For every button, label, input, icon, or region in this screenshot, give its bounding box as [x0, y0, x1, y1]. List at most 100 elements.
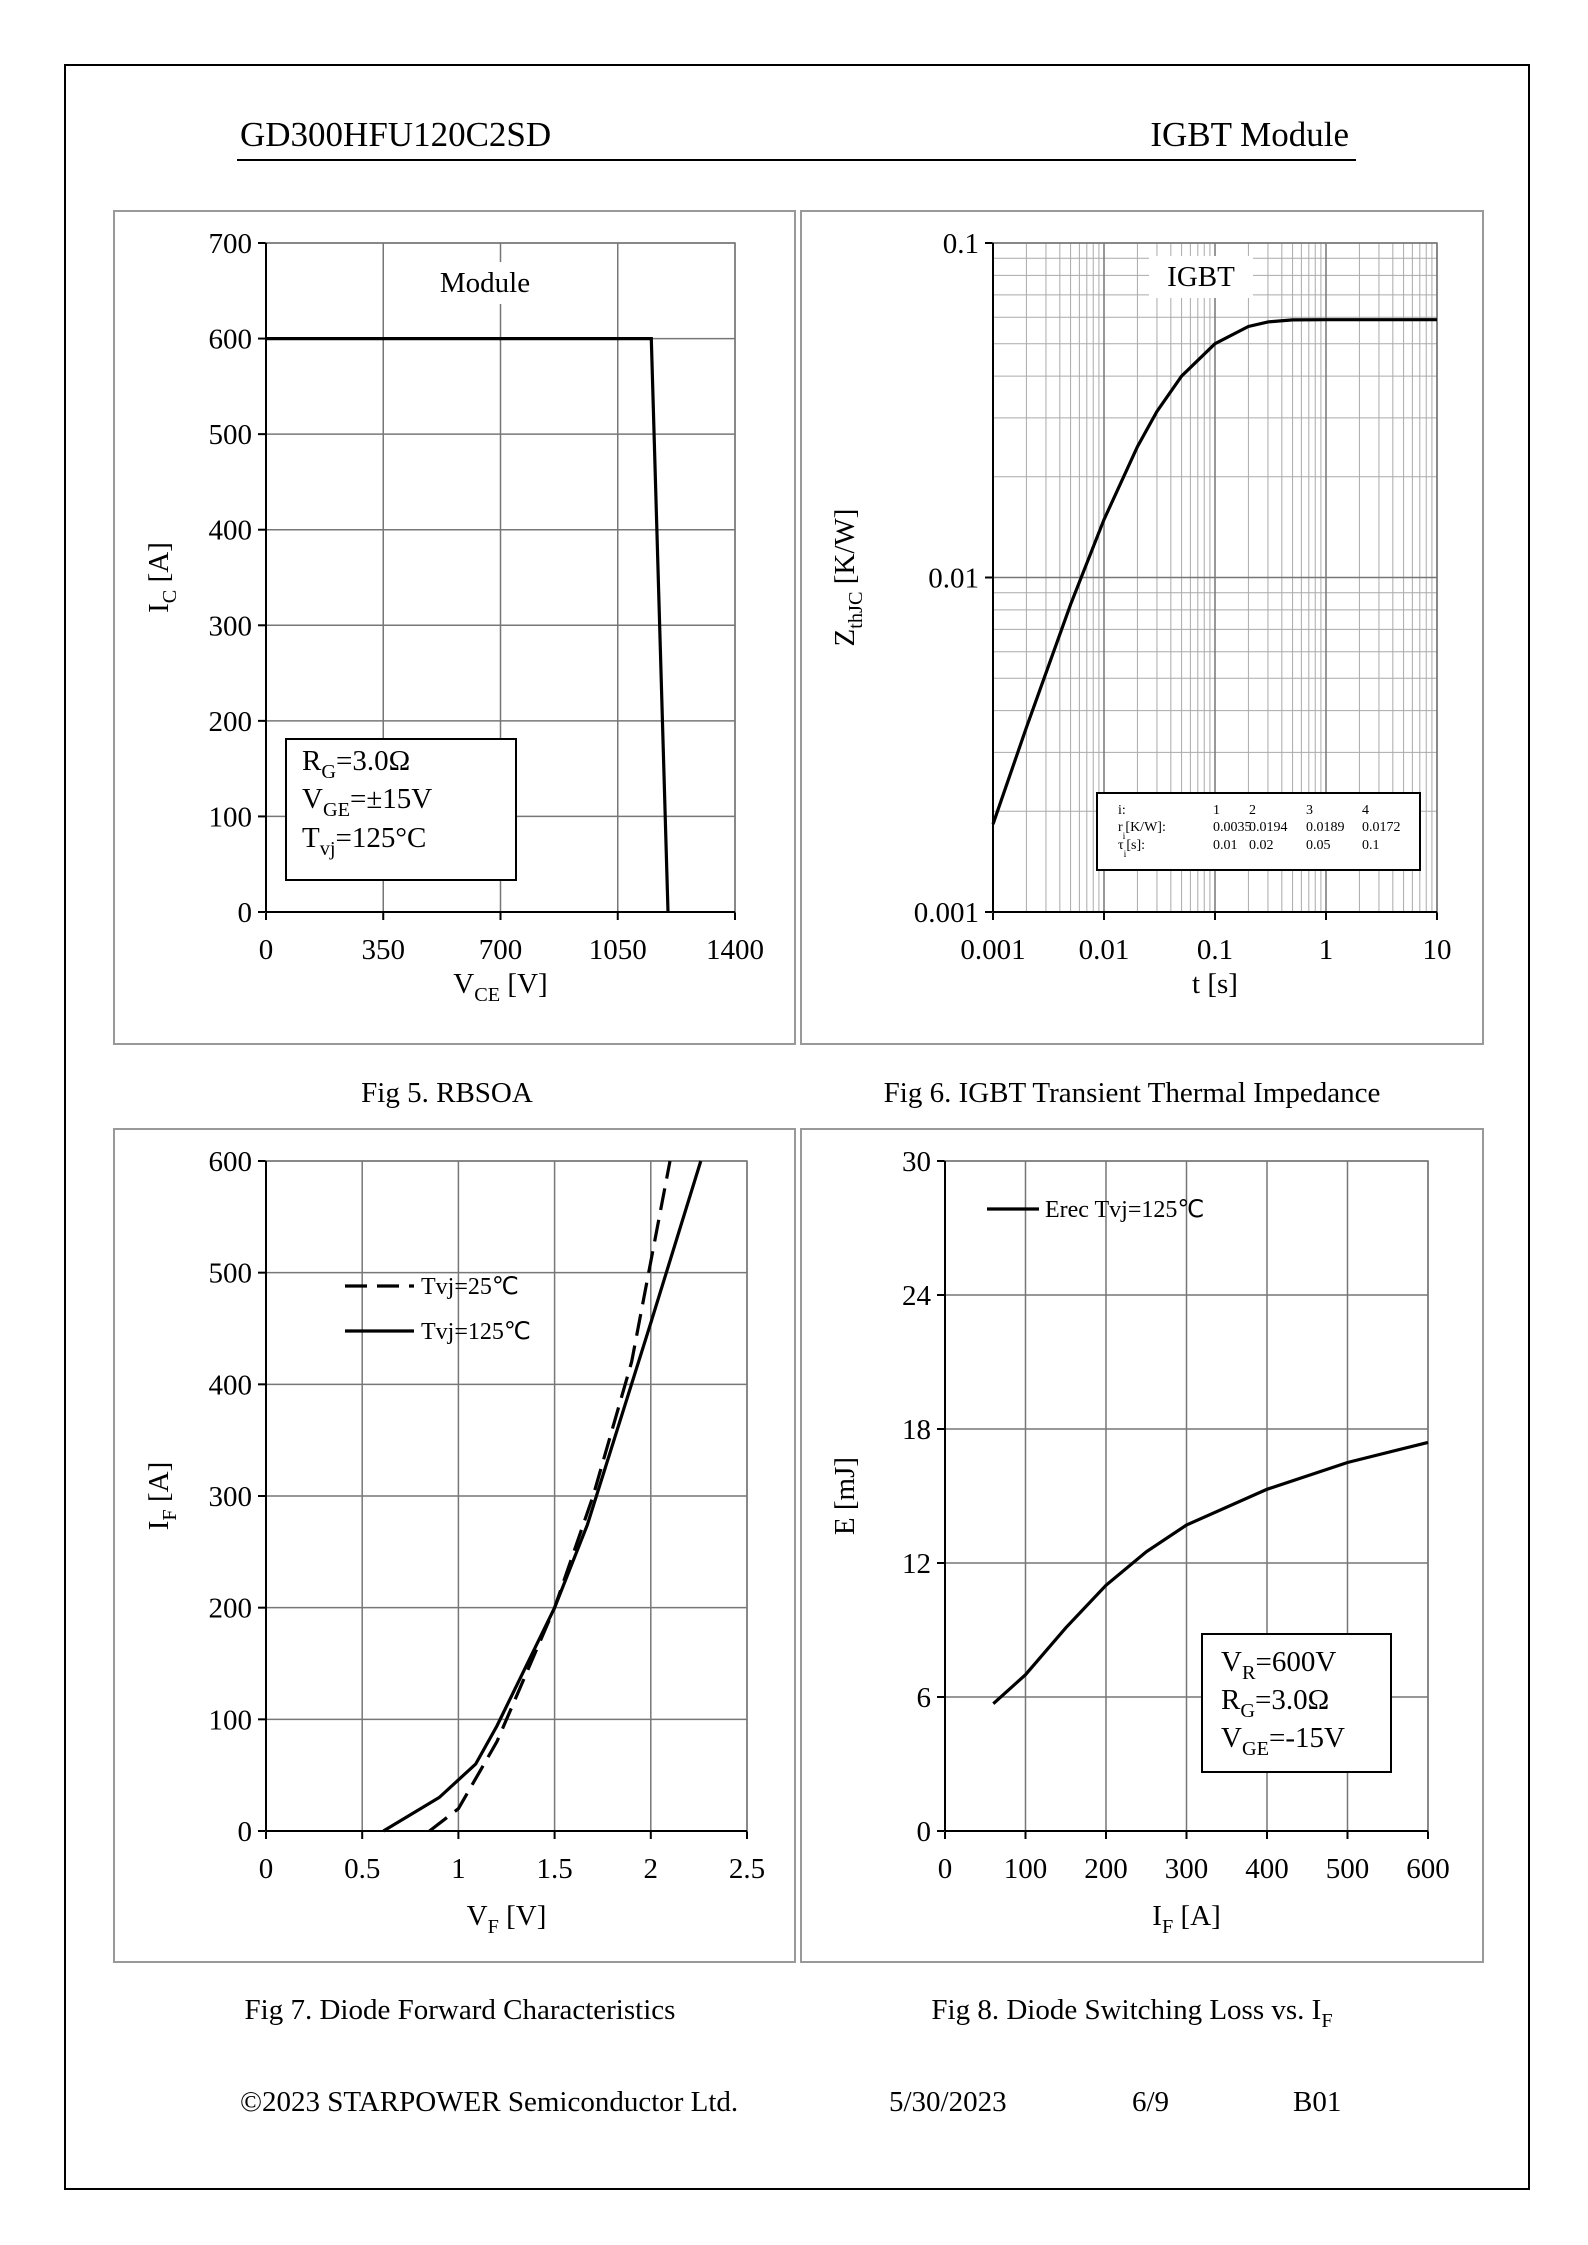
text-part: r — [1118, 820, 1123, 835]
x-tick-label: 2 — [644, 1853, 659, 1885]
table-cell: 1 — [1213, 803, 1220, 818]
y-tick-label: 24 — [902, 1280, 932, 1312]
x-tick-label: 100 — [1004, 1853, 1048, 1885]
y-tick-label: 300 — [209, 1481, 253, 1513]
text-part: i — [1123, 831, 1126, 842]
series-line — [991, 318, 1437, 825]
text-part: =3.0Ω — [336, 745, 410, 777]
y-tick-label: 0.01 — [928, 563, 979, 595]
caption: Fig 8. Diode Switching Loss vs. IF — [931, 1994, 1332, 2032]
x-axis-label: t [s] — [1192, 968, 1238, 1000]
y-tick-label: 100 — [209, 1704, 253, 1736]
text-part: GE — [1242, 1738, 1269, 1760]
table-label: i: — [1118, 803, 1126, 818]
x-tick-label: 10 — [1423, 934, 1452, 966]
note-box — [285, 738, 517, 881]
y-tick-label: 0 — [238, 897, 253, 929]
text-part: thJC — [845, 592, 867, 629]
text-part: i: — [1118, 803, 1126, 818]
x-tick-label: 0.001 — [960, 934, 1025, 966]
table-box — [1096, 792, 1421, 871]
text-part: Fig 7. Diode Forward Characteristics — [245, 1994, 676, 2026]
page-frame — [64, 64, 1530, 2190]
text-part: =-15V — [1269, 1722, 1345, 1754]
table-cell: 0.01 — [1213, 838, 1238, 853]
text-part: [V] — [499, 1900, 547, 1932]
text-part: =±15V — [350, 783, 432, 815]
x-axis-label: IF [A] — [1152, 1900, 1220, 1938]
annotation: IGBT — [1167, 261, 1235, 293]
text-part: R — [1221, 1684, 1241, 1716]
series-line — [266, 337, 670, 913]
x-tick-label: 1 — [1319, 934, 1334, 966]
table-cell: 0.0035 — [1213, 820, 1252, 835]
x-tick-label: 1400 — [706, 934, 764, 966]
page-number: 6/9 — [1132, 2086, 1169, 2118]
text-part: t [s] — [1192, 968, 1238, 1000]
x-tick-label: 1.5 — [536, 1853, 572, 1885]
text-part: I — [143, 1521, 175, 1531]
text-part: G — [321, 761, 336, 783]
text-part: Fig 8. Diode Switching Loss vs. I — [931, 1994, 1321, 2026]
text-part: [V] — [500, 968, 548, 1000]
table-cell: 4 — [1362, 803, 1369, 818]
caption: Fig 7. Diode Forward Characteristics — [245, 1994, 676, 2026]
y-tick-label: 400 — [209, 515, 253, 547]
note-box — [1201, 1633, 1392, 1773]
text-part: C — [159, 590, 181, 604]
text-part: GE — [323, 799, 350, 821]
y-tick-label: 100 — [209, 801, 253, 833]
series-line — [992, 1440, 1429, 1705]
x-axis-label: VF [V] — [467, 1900, 547, 1938]
y-tick-label: 200 — [209, 1593, 253, 1625]
table-label: ri[K/W]: — [1118, 820, 1166, 842]
text-part: =600V — [1255, 1646, 1336, 1678]
text-part: F — [1162, 1916, 1173, 1938]
annotation-bg — [433, 262, 537, 304]
revision: B01 — [1293, 2086, 1341, 2118]
table-cell: 3 — [1306, 803, 1313, 818]
text-part: R — [1242, 1662, 1256, 1684]
text-part: [A] — [143, 1462, 175, 1510]
table-label: τi[s]: — [1118, 838, 1145, 860]
y-tick-label: 600 — [209, 324, 253, 356]
x-tick-label: 0.01 — [1079, 934, 1130, 966]
table-cell: 0.0172 — [1362, 820, 1401, 835]
table-cell: 0.0189 — [1306, 820, 1345, 835]
x-tick-label: 0.5 — [344, 1853, 380, 1885]
y-tick-label: 6 — [917, 1682, 932, 1714]
y-tick-label: 300 — [209, 610, 253, 642]
text-part: V — [302, 783, 323, 815]
x-tick-label: 0 — [259, 934, 274, 966]
module-type: IGBT Module — [1150, 115, 1349, 154]
note-line: VR=600V — [1221, 1646, 1336, 1684]
y-axis-label: ZthJC [K/W] — [829, 509, 867, 647]
x-tick-label: 700 — [479, 934, 523, 966]
x-tick-label: 350 — [362, 934, 406, 966]
y-tick-label: 30 — [902, 1146, 931, 1178]
text-part: F — [159, 1509, 181, 1520]
text-part: V — [453, 968, 474, 1000]
text-part: [s]: — [1126, 838, 1145, 853]
text-part: =125°C — [336, 822, 427, 854]
y-tick-label: 12 — [902, 1548, 931, 1580]
text-part: [A] — [1173, 1900, 1221, 1932]
y-tick-label: 500 — [209, 1258, 253, 1290]
series-line — [382, 1160, 703, 1833]
part-number: GD300HFU120C2SD — [240, 115, 551, 154]
text-part: Fig 5. RBSOA — [361, 1077, 533, 1109]
text-part: T — [302, 822, 320, 854]
text-part: vj — [320, 838, 336, 860]
caption: Fig 6. IGBT Transient Thermal Impedance — [884, 1077, 1381, 1109]
y-tick-label: 0.001 — [914, 897, 979, 929]
table-cell: 0.1 — [1362, 838, 1380, 853]
x-tick-label: 200 — [1084, 1853, 1128, 1885]
table-cell: 0.02 — [1249, 838, 1274, 853]
chart-panel — [113, 1128, 796, 1963]
text-part: CE — [474, 984, 500, 1006]
caption: Fig 5. RBSOA — [361, 1077, 533, 1109]
text-part: I — [1152, 1900, 1162, 1932]
y-tick-label: 500 — [209, 419, 253, 451]
x-axis-label: VCE [V] — [453, 968, 547, 1006]
